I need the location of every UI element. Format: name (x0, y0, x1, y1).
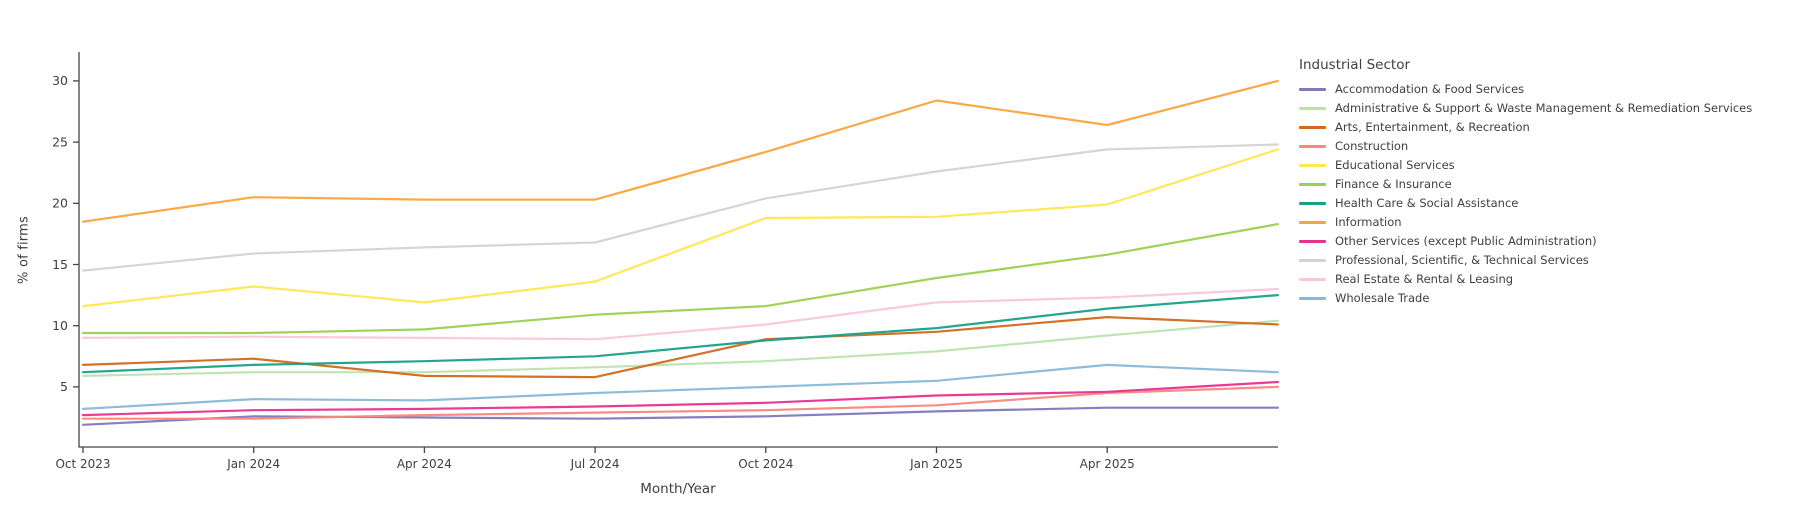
x-tick-label: Jan 2025 (909, 457, 963, 471)
legend-swatch-icon (1299, 183, 1326, 186)
legend-swatch-icon (1299, 221, 1326, 224)
legend-label: Other Services (except Public Administra… (1335, 234, 1597, 248)
legend: Industrial Sector Accommodation & Food S… (1299, 57, 1779, 308)
legend-label: Finance & Insurance (1335, 177, 1452, 191)
series-line-other-services-except-public-administration (81, 380, 1280, 417)
series-lines (81, 79, 1280, 426)
series-line-accommodation-food-services (81, 406, 1280, 426)
legend-label: Administrative & Support & Waste Managem… (1335, 101, 1753, 115)
series-line-educational-services (81, 148, 1280, 308)
legend-label: Arts, Entertainment, & Recreation (1335, 120, 1530, 134)
legend-item-administrative-support-waste-management-remediation-services[interactable]: Administrative & Support & Waste Managem… (1299, 99, 1779, 118)
y-tick-label: 5 (60, 379, 68, 394)
legend-item-construction[interactable]: Construction (1299, 137, 1779, 156)
legend-items: Accommodation & Food Services Administrat… (1299, 80, 1779, 308)
legend-item-finance-insurance[interactable]: Finance & Insurance (1299, 175, 1779, 194)
legend-swatch-icon (1299, 259, 1326, 262)
x-tick-label: Oct 2023 (55, 457, 110, 471)
legend-item-health-care-social-assistance[interactable]: Health Care & Social Assistance (1299, 194, 1779, 213)
legend-item-arts-entertainment-recreation[interactable]: Arts, Entertainment, & Recreation (1299, 118, 1779, 137)
x-tick-label: Apr 2024 (397, 457, 452, 471)
y-tick-label: 20 (52, 196, 68, 211)
legend-item-other-services-except-public-administration[interactable]: Other Services (except Public Administra… (1299, 232, 1779, 251)
series-line-information (81, 79, 1280, 223)
x-tick-label: Apr 2025 (1080, 457, 1135, 471)
legend-label: Health Care & Social Assistance (1335, 196, 1519, 210)
y-tick-label: 10 (52, 318, 68, 333)
y-tick-label: 15 (52, 257, 68, 272)
series-line-finance-insurance (81, 223, 1280, 335)
legend-item-professional-scientific-technical-services[interactable]: Professional, Scientific, & Technical Se… (1299, 251, 1779, 270)
x-axis-ticks: Oct 2023 Jan 2024 Apr 2024 Jul 2024 Oct 2024… (55, 447, 1135, 471)
legend-swatch-icon (1299, 126, 1326, 129)
series-line-arts-entertainment-recreation (81, 316, 1280, 379)
axis-line (78, 52, 1278, 448)
legend-label: Real Estate & Rental & Leasing (1335, 272, 1514, 286)
series-line-administrative-support-waste-management-remediation-services (81, 319, 1280, 377)
legend-swatch-icon (1299, 240, 1326, 243)
legend-item-accommodation-food-services[interactable]: Accommodation & Food Services (1299, 80, 1779, 99)
legend-swatch-icon (1299, 278, 1326, 281)
y-tick-label: 30 (52, 73, 68, 88)
legend-label: Educational Services (1335, 158, 1455, 172)
x-tick-label: Jul 2024 (570, 457, 620, 471)
legend-label: Professional, Scientific, & Technical Se… (1335, 253, 1589, 267)
legend-swatch-icon (1299, 88, 1326, 91)
legend-label: Wholesale Trade (1335, 291, 1430, 305)
legend-label: Construction (1335, 139, 1409, 153)
series-line-health-care-social-assistance (81, 294, 1280, 374)
legend-swatch-icon (1299, 164, 1326, 167)
legend-label: Accommodation & Food Services (1335, 82, 1525, 96)
legend-swatch-icon (1299, 202, 1326, 205)
legend-swatch-icon (1299, 297, 1326, 300)
legend-item-real-estate-rental-leasing[interactable]: Real Estate & Rental & Leasing (1299, 270, 1779, 289)
legend-swatch-icon (1299, 107, 1326, 110)
series-line-real-estate-rental-leasing (81, 287, 1280, 341)
legend-item-information[interactable]: Information (1299, 213, 1779, 232)
y-axis-title: % of firms (16, 216, 32, 284)
series-line-professional-scientific-technical-services (81, 143, 1280, 272)
legend-label: Information (1335, 215, 1402, 229)
y-tick-label: 25 (52, 134, 68, 149)
series-line-construction (81, 385, 1280, 420)
x-tick-label: Oct 2024 (738, 457, 793, 471)
x-tick-label: Jan 2024 (226, 457, 280, 471)
series-line-wholesale-trade (81, 363, 1280, 410)
legend-item-wholesale-trade[interactable]: Wholesale Trade (1299, 289, 1779, 308)
y-axis-ticks: 5 10 15 20 25 30 (52, 73, 79, 394)
legend-swatch-icon (1299, 145, 1326, 148)
x-axis-title: Month/Year (640, 481, 716, 497)
legend-title: Industrial Sector (1299, 57, 1411, 73)
axes (78, 52, 1278, 448)
legend-item-educational-services[interactable]: Educational Services (1299, 156, 1779, 175)
